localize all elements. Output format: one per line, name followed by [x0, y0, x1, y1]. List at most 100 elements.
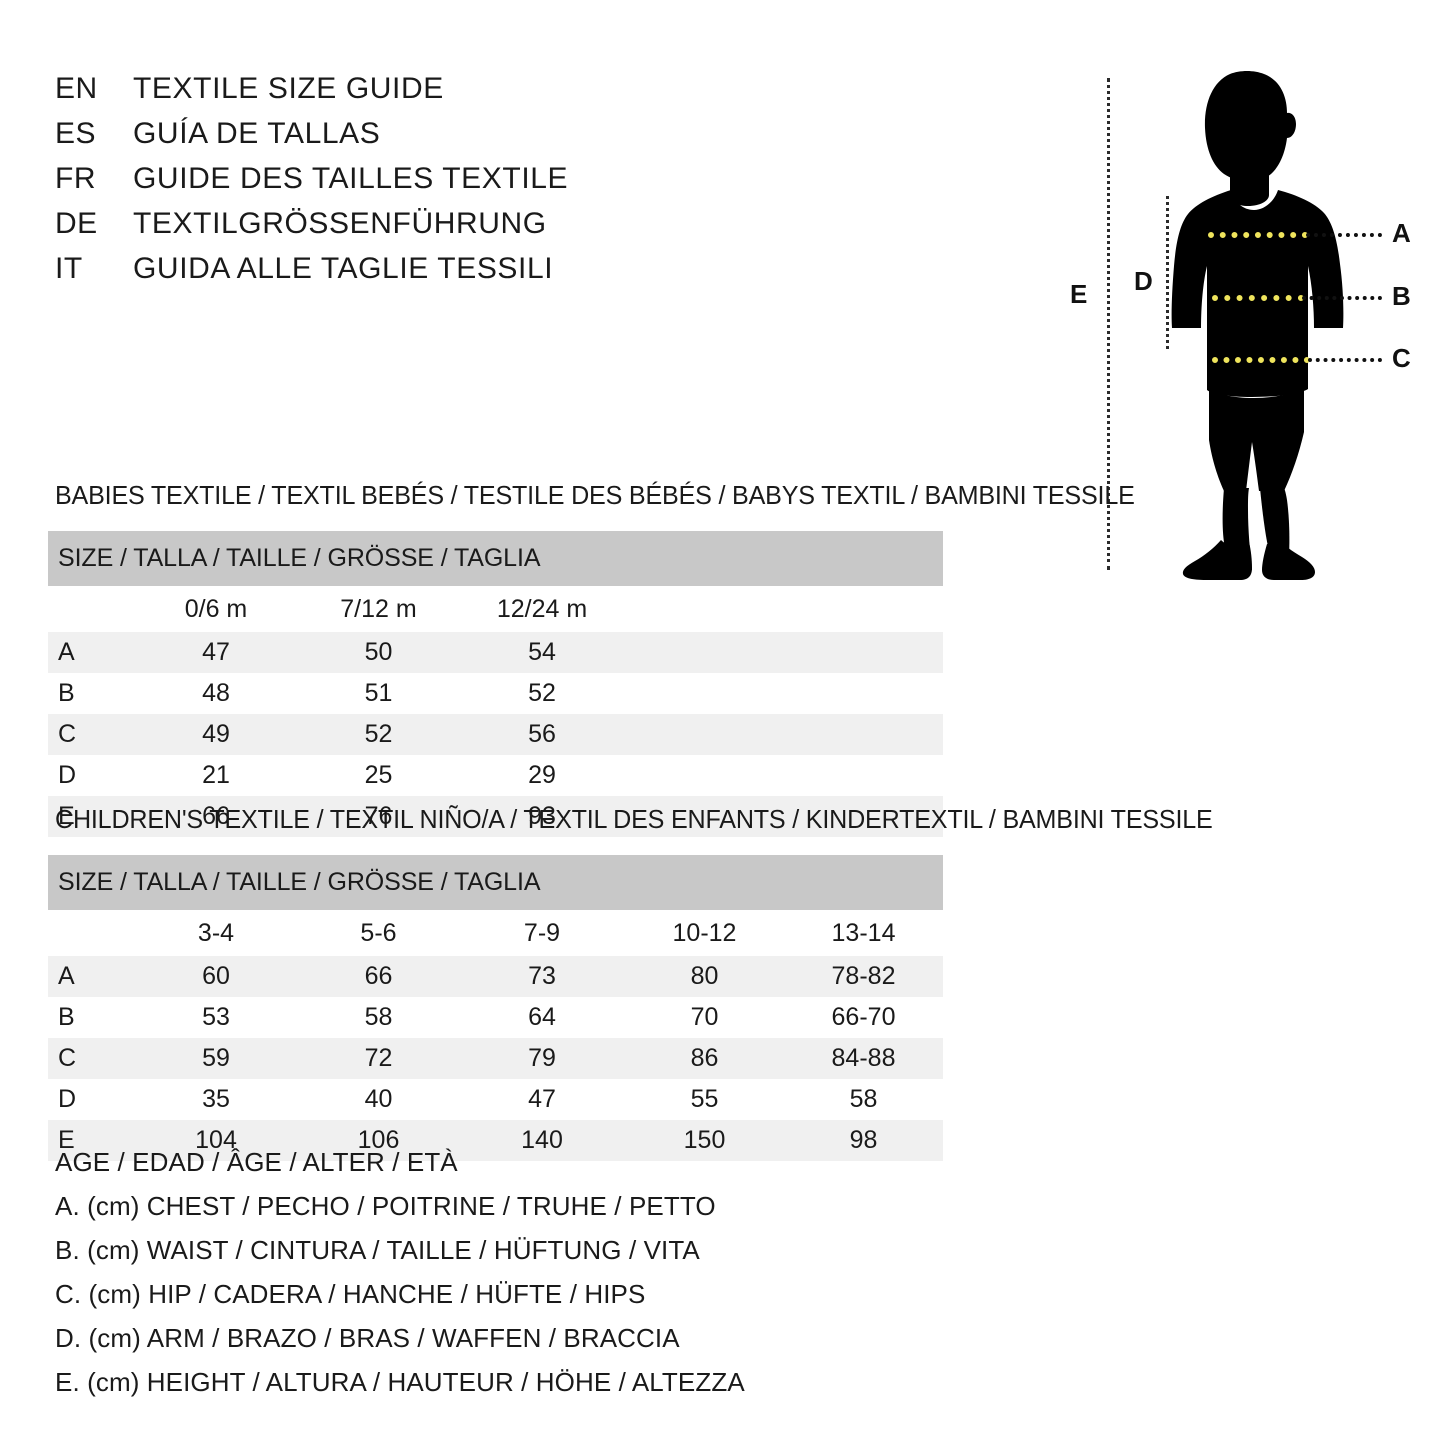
- children-row-key-d: D: [48, 1079, 134, 1120]
- children-size-header-label: SIZE / TALLA / TAILLE / GRÖSSE / TAGLIA: [48, 855, 944, 910]
- children-size-table: SIZE / TALLA / TAILLE / GRÖSSE / TAGLIA …: [48, 855, 944, 1161]
- table-row: A 47 50 54: [48, 632, 944, 673]
- babies-cell-d-1: 25: [298, 755, 459, 796]
- legend-line-hip: C. (cm) HIP / CADERA / HANCHE / HÜFTE / …: [55, 1279, 646, 1309]
- children-row-key-b: B: [48, 997, 134, 1038]
- hip-measure-line-c: [1212, 357, 1310, 363]
- babies-column-header-0: 0/6 m: [134, 586, 298, 632]
- children-cell-b-2: 64: [459, 997, 625, 1038]
- arm-measure-line-d: [1166, 196, 1169, 349]
- children-row-key-c: C: [48, 1038, 134, 1079]
- babies-cell-b-1: 51: [298, 673, 459, 714]
- measurement-figure-panel: E D A B C: [1040, 50, 1445, 580]
- children-cell-c-4: 84-88: [784, 1038, 944, 1079]
- babies-row-key-b: B: [48, 673, 134, 714]
- hip-leader-line-c: [1308, 358, 1382, 362]
- babies-size-header-row: SIZE / TALLA / TAILLE / GRÖSSE / TAGLIA: [48, 531, 944, 586]
- measure-label-b: B: [1392, 281, 1411, 311]
- children-cell-c-1: 72: [298, 1038, 459, 1079]
- babies-cell-a-0: 47: [134, 632, 298, 673]
- children-column-header-0: 3-4: [134, 910, 298, 956]
- babies-cell-a-1: 50: [298, 632, 459, 673]
- babies-column-header-empty: [625, 586, 944, 632]
- babies-column-header-1: 7/12 m: [298, 586, 459, 632]
- babies-row-key-a: A: [48, 632, 134, 673]
- children-section-title: CHILDREN'S TEXTILE / TEXTIL NIÑO/A / TEX…: [55, 806, 1213, 834]
- babies-cell-d-0: 21: [134, 755, 298, 796]
- babies-row-key-c: C: [48, 714, 134, 755]
- legend-line-arm: D. (cm) ARM / BRAZO / BRAS / WAFFEN / BR…: [55, 1323, 680, 1353]
- measure-label-e: E: [1070, 279, 1088, 309]
- babies-row-key-d: D: [48, 755, 134, 796]
- language-title-block: EN TEXTILE SIZE GUIDE ES GUÍA DE TALLAS …: [55, 72, 695, 297]
- language-title-en: TEXTILE SIZE GUIDE: [133, 72, 444, 105]
- table-row: C 49 52 56: [48, 714, 944, 755]
- language-title-de: TEXTILGRÖSSENFÜHRUNG: [133, 207, 547, 240]
- babies-cell-e-2: 93: [459, 796, 625, 837]
- babies-column-header-2: 12/24 m: [459, 586, 625, 632]
- children-cell-d-0: 35: [134, 1079, 298, 1120]
- waist-measure-line-b: [1212, 295, 1304, 301]
- children-cell-c-0: 59: [134, 1038, 298, 1079]
- babies-cell-d-pad: [625, 755, 944, 796]
- measurement-legend: AGE / EDAD / ÂGE / ALTER / ETÀ A. (cm) C…: [55, 1140, 955, 1404]
- legend-line-waist: B. (cm) WAIST / CINTURA / TAILLE / HÜFTU…: [55, 1235, 700, 1265]
- child-silhouette-icon: [1171, 71, 1344, 580]
- chest-leader-line-a: [1306, 233, 1382, 237]
- babies-cell-b-2: 52: [459, 673, 625, 714]
- measure-label-c: C: [1392, 343, 1411, 373]
- children-row-key-e: E: [48, 1120, 134, 1161]
- title-row-en: EN TEXTILE SIZE GUIDE: [55, 72, 695, 117]
- children-corner-cell: [48, 910, 134, 956]
- babies-column-header-row: 0/6 m 7/12 m 12/24 m: [48, 586, 944, 632]
- waist-leader-line-b: [1302, 296, 1382, 300]
- babies-cell-b-0: 48: [134, 673, 298, 714]
- title-row-fr: FR GUIDE DES TAILLES TEXTILE: [55, 162, 695, 207]
- children-size-header-row: SIZE / TALLA / TAILLE / GRÖSSE / TAGLIA: [48, 855, 944, 910]
- children-column-header-1: 5-6: [298, 910, 459, 956]
- table-row: A 60 66 73 80 78-82: [48, 956, 944, 997]
- language-code-en: EN: [55, 72, 98, 105]
- table-row: E 104 106 140 150 98: [48, 1120, 944, 1161]
- babies-size-header-label: SIZE / TALLA / TAILLE / GRÖSSE / TAGLIA: [48, 531, 944, 586]
- children-cell-b-3: 70: [625, 997, 784, 1038]
- babies-cell-e-pad: [625, 796, 944, 837]
- table-row: D 21 25 29: [48, 755, 944, 796]
- table-row: B 48 51 52: [48, 673, 944, 714]
- children-cell-d-1: 40: [298, 1079, 459, 1120]
- children-cell-a-3: 80: [625, 956, 784, 997]
- children-column-header-3: 10-12: [625, 910, 784, 956]
- children-cell-e-2: 140: [459, 1120, 625, 1161]
- babies-cell-a-pad: [625, 632, 944, 673]
- babies-cell-d-2: 29: [459, 755, 625, 796]
- babies-cell-c-0: 49: [134, 714, 298, 755]
- language-code-es: ES: [55, 117, 97, 150]
- children-cell-b-4: 66-70: [784, 997, 944, 1038]
- children-cell-a-0: 60: [134, 956, 298, 997]
- children-cell-b-0: 53: [134, 997, 298, 1038]
- babies-cell-e-0: 66: [134, 796, 298, 837]
- children-cell-e-3: 150: [625, 1120, 784, 1161]
- babies-cell-a-2: 54: [459, 632, 625, 673]
- legend-line-age: AGE / EDAD / ÂGE / ALTER / ETÀ: [55, 1147, 458, 1177]
- table-row: B 53 58 64 70 66-70: [48, 997, 944, 1038]
- measure-label-a: A: [1392, 218, 1411, 248]
- children-cell-a-1: 66: [298, 956, 459, 997]
- children-cell-d-3: 55: [625, 1079, 784, 1120]
- table-row: E 66 76 93: [48, 796, 944, 837]
- babies-cell-c-1: 52: [298, 714, 459, 755]
- children-cell-e-4: 98: [784, 1120, 944, 1161]
- babies-size-table: SIZE / TALLA / TAILLE / GRÖSSE / TAGLIA …: [48, 531, 944, 837]
- children-cell-d-4: 58: [784, 1079, 944, 1120]
- children-cell-e-1: 106: [298, 1120, 459, 1161]
- chest-measure-line-a: [1208, 232, 1308, 238]
- language-code-de: DE: [55, 207, 98, 240]
- children-column-header-2: 7-9: [459, 910, 625, 956]
- children-row-key-a: A: [48, 956, 134, 997]
- babies-cell-c-pad: [625, 714, 944, 755]
- title-row-es: ES GUÍA DE TALLAS: [55, 117, 695, 162]
- table-row: C 59 72 79 86 84-88: [48, 1038, 944, 1079]
- language-code-it: IT: [55, 252, 83, 285]
- children-cell-d-2: 47: [459, 1079, 625, 1120]
- language-title-it: GUIDA ALLE TAGLIE TESSILI: [133, 252, 554, 285]
